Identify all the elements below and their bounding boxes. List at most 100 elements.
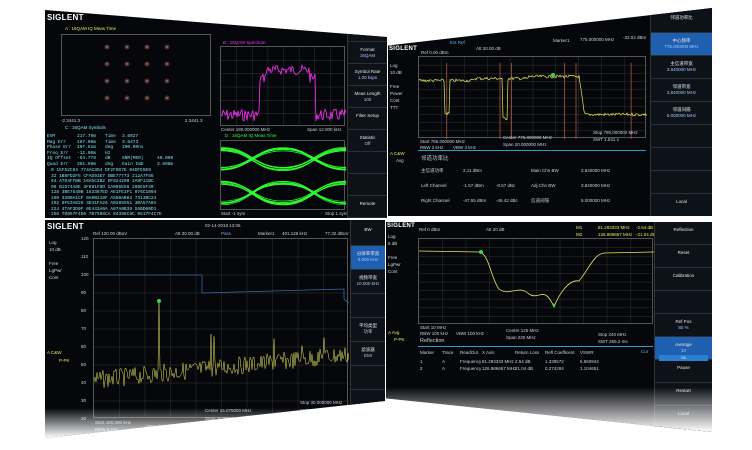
- softkey-5[interactable]: 滤波器 EMI: [351, 342, 385, 366]
- metric-cell: Hz: [105, 150, 111, 156]
- softkey-2[interactable]: Calibration: [655, 268, 712, 291]
- softkey-0[interactable]: BW: [351, 222, 385, 246]
- softkey-8[interactable]: Remote: [348, 196, 387, 218]
- softkey-4[interactable]: Filter Setup: [348, 108, 387, 130]
- softkey-1[interactable]: Format 16QAM: [348, 42, 387, 64]
- softkey-value: Off: [364, 141, 371, 146]
- ref-level: Ref 120.00 dBuV: [93, 231, 128, 236]
- softkey-8[interactable]: Local: [651, 194, 712, 216]
- softkey-4[interactable]: 邻道间隔 5.000000 MHz: [651, 102, 712, 125]
- softkey-0[interactable]: 邻道功率比: [651, 10, 712, 33]
- softkey-3[interactable]: Meas Length 100: [348, 86, 387, 108]
- symbol-row: 128 3BE7540B 153387ED AE1FE1FC 076C1094: [51, 190, 157, 195]
- softkey-4[interactable]: Ref Pos 80 %: [655, 314, 712, 337]
- cursor-label: Cur: [641, 349, 649, 354]
- marker1-icon: [479, 250, 483, 254]
- acpr-cell: -0.57 dBc: [496, 183, 516, 188]
- softkey-2[interactable]: Symbol Rate 1.00 ksps: [348, 64, 387, 86]
- metric-cell: SNR(MER): [122, 156, 144, 161]
- softkey-7[interactable]: [651, 171, 712, 194]
- setting-label: 5 dB: [388, 241, 398, 246]
- marker-icon: [551, 73, 555, 77]
- softkey-1[interactable]: Reset: [655, 245, 712, 268]
- toggle-on[interactable]: On: [659, 355, 708, 361]
- softkey-7[interactable]: [351, 390, 385, 414]
- softkey-6[interactable]: [651, 148, 712, 171]
- softkey-2[interactable]: 主信道带宽 3.840000 MHz: [651, 56, 712, 79]
- softkey-3[interactable]: 邻道带宽 3.840000 MHz: [651, 79, 712, 102]
- constellation-center: [146, 80, 148, 82]
- softkey-5[interactable]: Average 10 On: [655, 337, 712, 361]
- symbol-row: 256 TD057F4D6 7B7508CA 04398C9C 0517F4C7…: [51, 212, 162, 217]
- softkey-label: Local: [676, 199, 687, 204]
- metric-cell: IQ Offset: [47, 156, 72, 161]
- acpr-cell: 2.11 dBm: [463, 168, 482, 173]
- constellation-point: [164, 61, 170, 67]
- softkey-3[interactable]: [351, 294, 385, 318]
- column-header: Return Loss: [515, 350, 540, 355]
- softkey-4[interactable]: 平均类型 功率: [351, 318, 385, 342]
- metric-cell: EVM: [47, 134, 56, 139]
- softkey-1[interactable]: 中心频率 775.000000 MHz: [651, 33, 712, 56]
- center-freq: Center 180.000000 MHz: [221, 127, 271, 132]
- marker1-label: M1: [576, 225, 583, 230]
- y-tick: 60: [81, 344, 87, 349]
- y-tick: 70: [81, 326, 87, 331]
- acpr-cell: 3.840000 MHz: [581, 183, 611, 188]
- sweep-time: SWT 265.2 ms: [598, 339, 628, 344]
- softkey-2[interactable]: 视频带宽 10.000 kHz: [351, 270, 385, 294]
- spectrum-plot[interactable]: [220, 46, 346, 127]
- screen-acpr: SIGLENT Ext Ref Ref 0.00 dBm Att 20.00 d…: [388, 8, 712, 216]
- setting-label: Log: [49, 240, 57, 245]
- setting-label: [390, 77, 403, 84]
- rbw: RBW 3 kHz: [420, 145, 444, 150]
- softkey-label: BW: [364, 227, 372, 232]
- ref-level: Ref 0 dBm: [419, 227, 441, 232]
- softkey-5[interactable]: [651, 125, 712, 148]
- softkey-3[interactable]: [655, 291, 712, 314]
- acpr-cell: 3.840000 MHz: [581, 168, 611, 173]
- table-title: 邻道功率比: [421, 156, 449, 162]
- marker-icon: [157, 299, 161, 303]
- acpr-cell: -45.42 dBc: [496, 198, 518, 203]
- stop-freq: Stop 785.000000 MHz: [593, 130, 638, 135]
- acpr-trace: [419, 74, 647, 121]
- start-freq: Start 10 MHz: [420, 325, 447, 330]
- symbol-row: 224 4TAF3D0F 0E443A0A A07A0B39 55BD00D1: [51, 206, 157, 212]
- softkey-6[interactable]: [348, 152, 387, 174]
- constellation-center: [166, 80, 168, 82]
- y-tick: 90: [81, 290, 87, 295]
- table-cell: 0.274284: [545, 366, 564, 371]
- trace-d-title: D : 16QAM IQ Meas Time: [225, 133, 277, 138]
- softkey-value: 3.840000 MHz: [666, 90, 697, 95]
- vbw: VBW 100 kHz: [456, 331, 485, 336]
- softkey-0[interactable]: QAM Meas: [348, 20, 387, 42]
- table-title: Reflection: [420, 338, 445, 344]
- marker-level: -32.02 dBm: [623, 35, 647, 40]
- metric-cell: 3.6473: [122, 139, 139, 145]
- softkey-5[interactable]: Statistic Off: [348, 130, 387, 152]
- softkey-label: Filter Setup: [355, 113, 379, 118]
- constellation-center: [126, 97, 128, 99]
- reflection-plot[interactable]: [418, 238, 654, 325]
- sweep-time: SWT 1.541 s: [593, 137, 619, 142]
- eye-diagram[interactable]: [220, 140, 346, 210]
- softkey-label: 中心频率: [672, 38, 691, 43]
- softkey-8[interactable]: Local: [351, 414, 385, 438]
- start: Start -1 sym: [221, 211, 246, 216]
- eye-trace: [221, 181, 346, 204]
- softkey-7[interactable]: [348, 174, 387, 196]
- softkey-6[interactable]: Pause: [655, 360, 712, 383]
- emi-plot[interactable]: [93, 238, 349, 419]
- acpr-plot[interactable]: [418, 56, 647, 139]
- constellation-plot[interactable]: [61, 34, 211, 116]
- eye-trace: [221, 147, 346, 168]
- constellation-point: [124, 61, 130, 67]
- metric-cell: Quad Err: [47, 161, 69, 167]
- acpr-cell: 5.000000 MHz: [581, 198, 611, 203]
- softkey-1[interactable]: 分辨率带宽 9.000 kHz: [351, 246, 385, 270]
- softkey-0[interactable]: Reflection: [655, 222, 712, 245]
- softkey-6[interactable]: [351, 366, 385, 390]
- reflection-trace: [419, 250, 654, 309]
- span: Span 230 MHz: [506, 335, 536, 340]
